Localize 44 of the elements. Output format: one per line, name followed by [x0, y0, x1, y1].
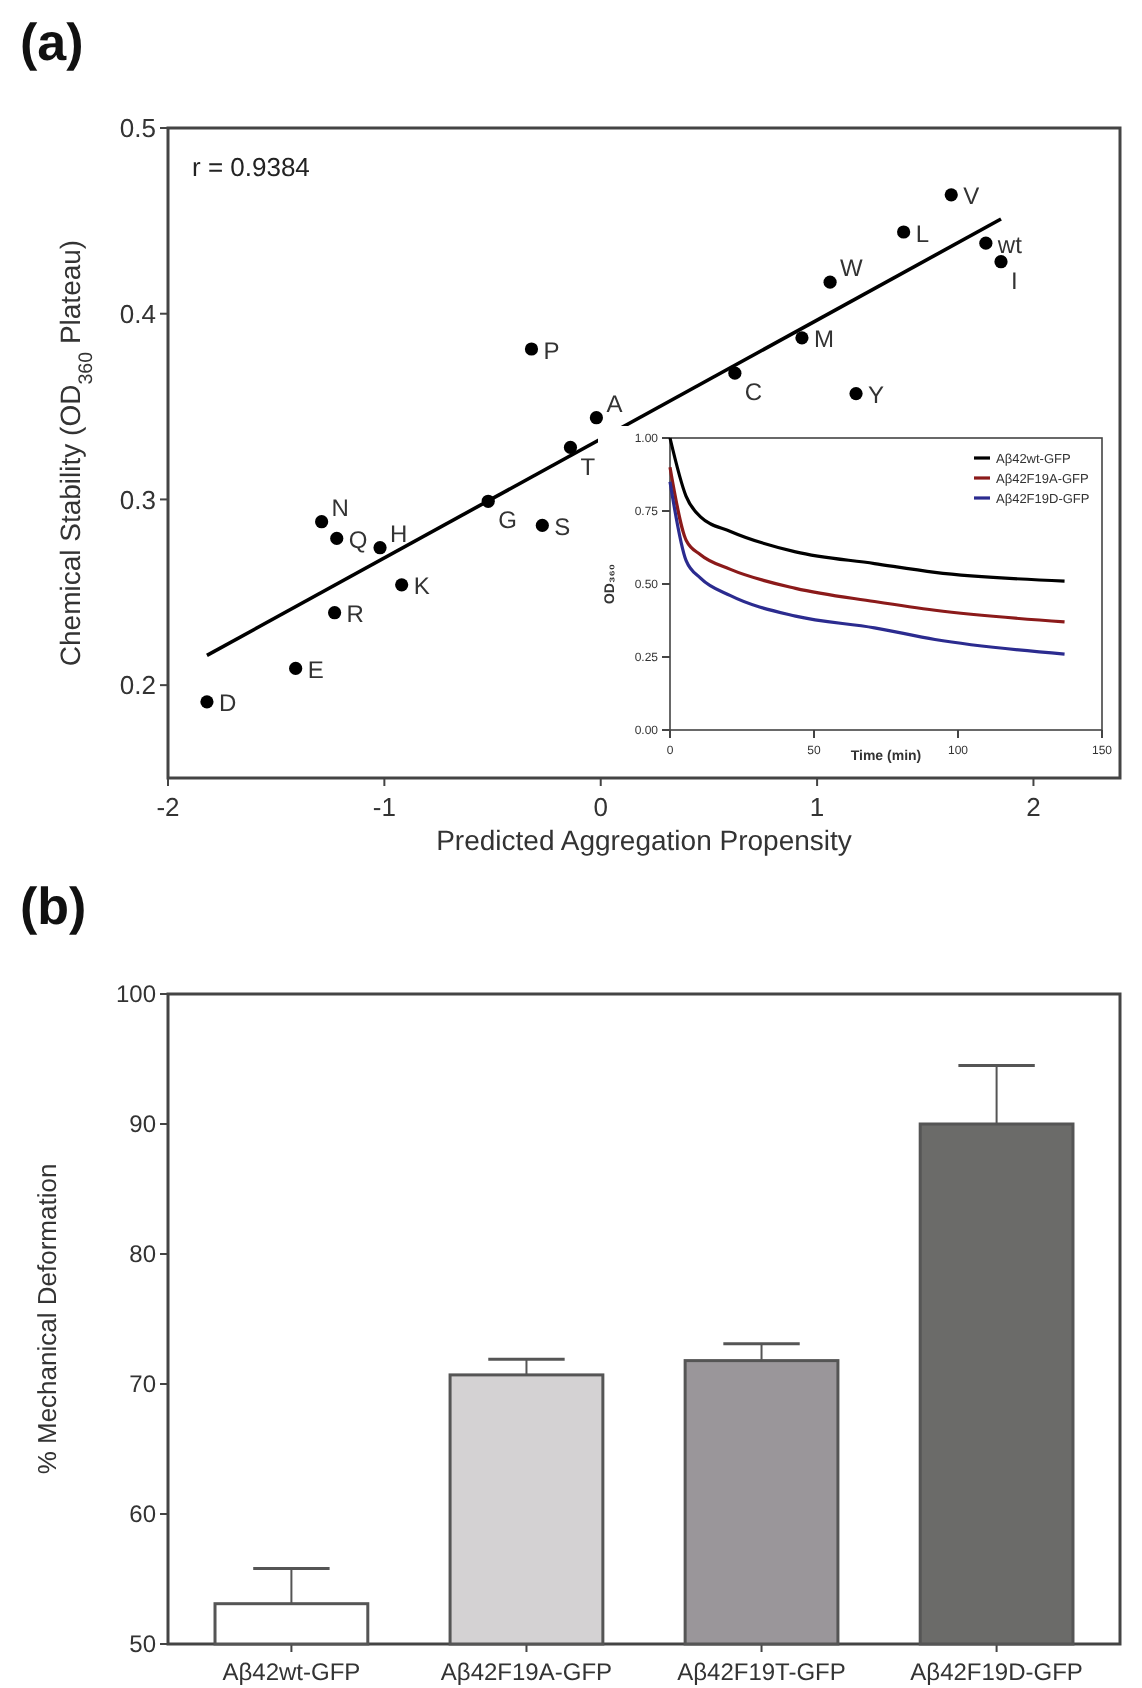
y-tick-label: 0.3	[119, 484, 156, 515]
annotation: N	[331, 493, 349, 522]
annotation: G	[498, 506, 517, 535]
x-axis-title: Predicted Aggregation Propensity	[436, 824, 852, 856]
x-tick-label: Aβ42F19T-GFP	[677, 1658, 846, 1686]
annotation: wt	[995, 230, 1024, 259]
y-tick-label: 80	[129, 1240, 157, 1269]
annotation: L	[915, 219, 930, 248]
y-tick-label: 50	[129, 1630, 157, 1659]
annotation: H	[390, 519, 408, 548]
annotation: D	[218, 689, 237, 718]
y-tick-label: 0.5	[119, 113, 156, 144]
x-tick-label: Aβ42F19D-GFP	[910, 1658, 1083, 1686]
annotation: Y	[868, 381, 885, 410]
y-tick-label: 0.2	[119, 670, 156, 701]
y-tick-label: 70	[129, 1370, 157, 1399]
x-tick-label: Aβ42F19A-GFP	[440, 1658, 613, 1686]
annotation: K	[413, 572, 430, 601]
x-tick-label: -1	[372, 792, 396, 822]
y-tick-label: 100	[115, 980, 157, 1009]
x-tick-label: 1	[809, 792, 825, 822]
x-tick-label: 0	[593, 792, 608, 822]
annotation: S	[554, 513, 571, 542]
chart-title: (a)	[20, 12, 84, 72]
annotation: Q	[348, 526, 368, 555]
chart-title: (b)	[20, 876, 87, 936]
y-tick-label: 60	[129, 1500, 157, 1529]
annotation: r = 0.9384	[192, 152, 310, 182]
annotation: I	[1011, 266, 1018, 295]
annotation: W	[840, 254, 865, 283]
x-tick-label: 2	[1026, 792, 1041, 822]
x-tick-label: Aβ42wt-GFP	[222, 1658, 361, 1686]
annotation: R	[346, 600, 365, 629]
annotation: M	[813, 325, 834, 354]
annotation: T	[580, 452, 597, 481]
x-tick-label: -2	[156, 792, 180, 822]
annotation: V	[963, 182, 980, 211]
y-tick-label: 0.4	[119, 298, 156, 329]
annotation: P	[543, 336, 560, 365]
annotation: A	[606, 389, 623, 418]
y-tick-label: 90	[129, 1110, 157, 1139]
annotation: C	[744, 378, 763, 407]
annotation: E	[307, 656, 324, 685]
y-axis-title: % Mechanical Deformation	[32, 1163, 62, 1475]
